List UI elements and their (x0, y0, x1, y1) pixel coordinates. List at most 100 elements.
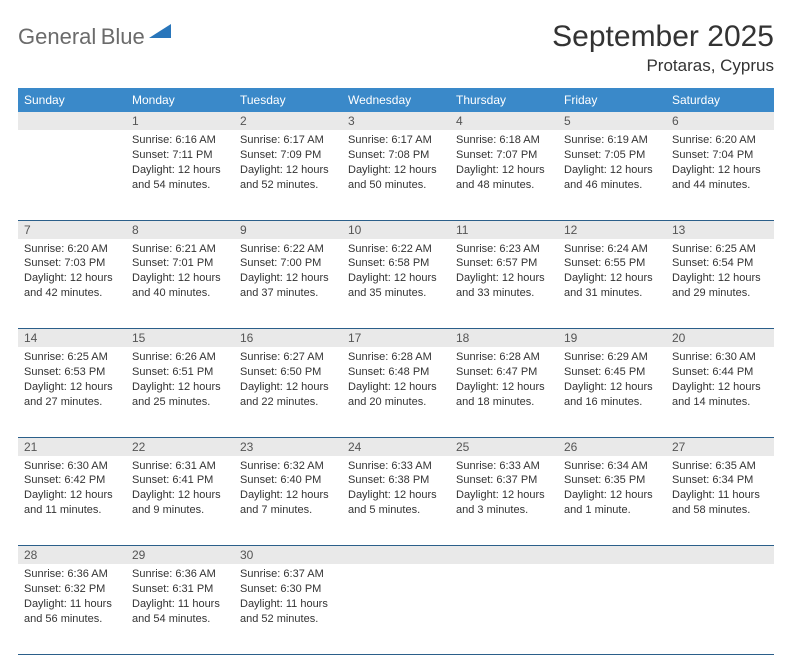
day-cell: Sunrise: 6:19 AMSunset: 7:05 PMDaylight:… (558, 130, 666, 220)
day-number-cell: 17 (342, 329, 450, 348)
day-number-cell: 21 (18, 437, 126, 456)
day-details: Sunrise: 6:29 AMSunset: 6:45 PMDaylight:… (558, 347, 666, 413)
day-cell: Sunrise: 6:20 AMSunset: 7:03 PMDaylight:… (18, 239, 126, 329)
day-cell: Sunrise: 6:18 AMSunset: 7:07 PMDaylight:… (450, 130, 558, 220)
weekday-header: Sunday (18, 88, 126, 112)
day-number-cell: 8 (126, 220, 234, 239)
day-cell: Sunrise: 6:17 AMSunset: 7:09 PMDaylight:… (234, 130, 342, 220)
sunset-text: Sunset: 7:04 PM (672, 148, 768, 163)
day-cell: Sunrise: 6:32 AMSunset: 6:40 PMDaylight:… (234, 456, 342, 546)
day-number-cell: 5 (558, 112, 666, 130)
sunrise-text: Sunrise: 6:25 AM (24, 350, 120, 365)
day-number (342, 546, 450, 564)
day-number: 9 (234, 221, 342, 239)
sunset-text: Sunset: 6:38 PM (348, 473, 444, 488)
sunset-text: Sunset: 6:37 PM (456, 473, 552, 488)
day-number-cell (666, 546, 774, 565)
day-cell: Sunrise: 6:33 AMSunset: 6:38 PMDaylight:… (342, 456, 450, 546)
day-details: Sunrise: 6:20 AMSunset: 7:03 PMDaylight:… (18, 239, 126, 305)
daylight-text: Daylight: 12 hours and 7 minutes. (240, 488, 336, 518)
sunset-text: Sunset: 6:58 PM (348, 256, 444, 271)
sunset-text: Sunset: 6:40 PM (240, 473, 336, 488)
day-details: Sunrise: 6:28 AMSunset: 6:48 PMDaylight:… (342, 347, 450, 413)
sunrise-text: Sunrise: 6:35 AM (672, 459, 768, 474)
sunrise-text: Sunrise: 6:31 AM (132, 459, 228, 474)
sunrise-text: Sunrise: 6:37 AM (240, 567, 336, 582)
daylight-text: Daylight: 12 hours and 42 minutes. (24, 271, 120, 301)
sunrise-text: Sunrise: 6:17 AM (240, 133, 336, 148)
daylight-text: Daylight: 12 hours and 48 minutes. (456, 163, 552, 193)
weekday-header: Wednesday (342, 88, 450, 112)
day-cell: Sunrise: 6:28 AMSunset: 6:47 PMDaylight:… (450, 347, 558, 437)
day-details: Sunrise: 6:25 AMSunset: 6:54 PMDaylight:… (666, 239, 774, 305)
day-number: 12 (558, 221, 666, 239)
day-number: 6 (666, 112, 774, 130)
title-block: September 2025 Protaras, Cyprus (552, 20, 774, 76)
day-number-cell: 25 (450, 437, 558, 456)
sunrise-text: Sunrise: 6:16 AM (132, 133, 228, 148)
day-number (558, 546, 666, 564)
daylight-text: Daylight: 12 hours and 44 minutes. (672, 163, 768, 193)
day-number: 22 (126, 438, 234, 456)
day-number-cell: 29 (126, 546, 234, 565)
sunset-text: Sunset: 6:55 PM (564, 256, 660, 271)
daylight-text: Daylight: 12 hours and 40 minutes. (132, 271, 228, 301)
day-cell: Sunrise: 6:34 AMSunset: 6:35 PMDaylight:… (558, 456, 666, 546)
day-cell: Sunrise: 6:16 AMSunset: 7:11 PMDaylight:… (126, 130, 234, 220)
day-cell: Sunrise: 6:25 AMSunset: 6:53 PMDaylight:… (18, 347, 126, 437)
sunset-text: Sunset: 7:07 PM (456, 148, 552, 163)
sunset-text: Sunset: 6:30 PM (240, 582, 336, 597)
daylight-text: Daylight: 12 hours and 35 minutes. (348, 271, 444, 301)
month-title: September 2025 (552, 20, 774, 54)
sunrise-text: Sunrise: 6:27 AM (240, 350, 336, 365)
daylight-text: Daylight: 12 hours and 22 minutes. (240, 380, 336, 410)
sunset-text: Sunset: 7:09 PM (240, 148, 336, 163)
sunrise-text: Sunrise: 6:30 AM (24, 459, 120, 474)
day-number: 30 (234, 546, 342, 564)
day-cell: Sunrise: 6:20 AMSunset: 7:04 PMDaylight:… (666, 130, 774, 220)
day-number-cell: 2 (234, 112, 342, 130)
day-details: Sunrise: 6:27 AMSunset: 6:50 PMDaylight:… (234, 347, 342, 413)
daylight-text: Daylight: 12 hours and 54 minutes. (132, 163, 228, 193)
day-details: Sunrise: 6:36 AMSunset: 6:32 PMDaylight:… (18, 564, 126, 630)
daylight-text: Daylight: 12 hours and 50 minutes. (348, 163, 444, 193)
day-details: Sunrise: 6:33 AMSunset: 6:38 PMDaylight:… (342, 456, 450, 522)
day-cell: Sunrise: 6:25 AMSunset: 6:54 PMDaylight:… (666, 239, 774, 329)
day-number (18, 112, 126, 130)
day-details (18, 130, 126, 152)
day-number: 26 (558, 438, 666, 456)
daylight-text: Daylight: 12 hours and 37 minutes. (240, 271, 336, 301)
day-cell (342, 564, 450, 654)
day-number: 10 (342, 221, 450, 239)
day-content-row: Sunrise: 6:36 AMSunset: 6:32 PMDaylight:… (18, 564, 774, 654)
sunrise-text: Sunrise: 6:26 AM (132, 350, 228, 365)
day-number-cell (18, 112, 126, 130)
day-cell: Sunrise: 6:22 AMSunset: 7:00 PMDaylight:… (234, 239, 342, 329)
day-number: 29 (126, 546, 234, 564)
day-cell: Sunrise: 6:27 AMSunset: 6:50 PMDaylight:… (234, 347, 342, 437)
sunrise-text: Sunrise: 6:24 AM (564, 242, 660, 257)
day-details: Sunrise: 6:37 AMSunset: 6:30 PMDaylight:… (234, 564, 342, 630)
day-details: Sunrise: 6:30 AMSunset: 6:44 PMDaylight:… (666, 347, 774, 413)
day-number-row: 123456 (18, 112, 774, 130)
day-cell: Sunrise: 6:30 AMSunset: 6:42 PMDaylight:… (18, 456, 126, 546)
day-content-row: Sunrise: 6:20 AMSunset: 7:03 PMDaylight:… (18, 239, 774, 329)
day-number-cell: 24 (342, 437, 450, 456)
daylight-text: Daylight: 12 hours and 1 minute. (564, 488, 660, 518)
day-number-cell: 10 (342, 220, 450, 239)
sunset-text: Sunset: 6:50 PM (240, 365, 336, 380)
sunrise-text: Sunrise: 6:22 AM (240, 242, 336, 257)
daylight-text: Daylight: 12 hours and 52 minutes. (240, 163, 336, 193)
sunset-text: Sunset: 6:32 PM (24, 582, 120, 597)
day-details: Sunrise: 6:35 AMSunset: 6:34 PMDaylight:… (666, 456, 774, 522)
day-cell: Sunrise: 6:31 AMSunset: 6:41 PMDaylight:… (126, 456, 234, 546)
day-number-cell: 19 (558, 329, 666, 348)
sunrise-text: Sunrise: 6:17 AM (348, 133, 444, 148)
logo: General Blue (18, 20, 171, 49)
day-number: 8 (126, 221, 234, 239)
day-number-cell: 16 (234, 329, 342, 348)
day-details: Sunrise: 6:22 AMSunset: 6:58 PMDaylight:… (342, 239, 450, 305)
day-number-cell: 26 (558, 437, 666, 456)
logo-word1: General (18, 24, 96, 49)
day-number: 1 (126, 112, 234, 130)
